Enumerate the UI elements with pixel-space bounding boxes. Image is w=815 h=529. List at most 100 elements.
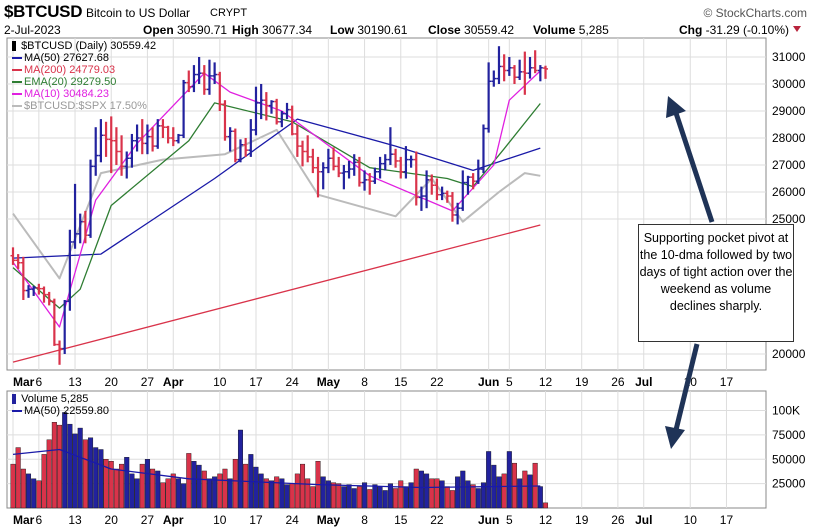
ohlc-bar <box>258 84 264 120</box>
legend-item-volume: Volume 5,285 <box>12 393 109 405</box>
volume-bar <box>31 478 37 509</box>
ohlc-swatch-icon <box>12 41 16 52</box>
x-tick-label: 8 <box>361 375 368 389</box>
x-tick-label: Jun <box>478 513 499 527</box>
volume-bar <box>129 473 135 509</box>
x-tick-label: 27 <box>141 375 155 389</box>
x-tick-label: Jul <box>635 375 652 389</box>
ohlc-bar <box>532 50 538 74</box>
annotation-box: Supporting pocket pivot at the 10-dma fo… <box>638 224 794 342</box>
x-tick-label: Mar <box>13 375 35 389</box>
ohlc-bar <box>113 127 119 165</box>
ohlc-bar <box>382 154 388 171</box>
volume-legend: Volume 5,285 MA(50) 22559.80 <box>12 393 109 417</box>
volume-bar <box>175 478 181 509</box>
volume-bar <box>20 468 26 509</box>
x-tick-label: May <box>317 375 341 389</box>
ohlc-bar <box>424 170 430 209</box>
ohlc-bar <box>165 125 171 144</box>
symbol-description: Bitcoin to US Dollar <box>86 6 191 20</box>
x-tick-label: 10 <box>213 375 227 389</box>
x-tick-label: 19 <box>575 375 589 389</box>
ohlc-bar <box>284 102 290 120</box>
volume-bar <box>113 468 119 509</box>
x-tick-label: 17 <box>720 375 734 389</box>
ohlc-bar <box>77 213 83 244</box>
volume-bar <box>413 468 419 509</box>
ohlc-bar <box>496 46 502 84</box>
ohlc-bar <box>46 291 52 306</box>
volume-bar <box>372 484 378 509</box>
change-down-arrow-icon <box>793 26 801 32</box>
ohlc-bar <box>522 51 528 95</box>
ohlc-bar <box>537 65 543 82</box>
x-tick-label: May <box>317 513 341 527</box>
legend-item-ma200: MA(200) 24779.03 <box>12 64 156 76</box>
ohlc-bar <box>98 119 104 163</box>
volume-bar <box>418 470 424 509</box>
volume-bar <box>170 473 176 509</box>
volume-bar <box>269 480 275 509</box>
x-tick-label: 17 <box>720 513 734 527</box>
volume-bar <box>289 483 295 509</box>
volume-bar <box>253 466 259 509</box>
volume-bar <box>455 476 461 509</box>
ohlc-bar <box>393 148 399 168</box>
x-tick-label: 13 <box>68 375 82 389</box>
ohlc-bar <box>191 65 197 93</box>
x-tick-label: 5 <box>506 513 513 527</box>
ohlc-bar <box>460 170 466 211</box>
ohlc-bar <box>253 86 259 136</box>
ohlc-bar <box>501 54 507 82</box>
ohlc-bar <box>170 127 176 147</box>
y-tick-label: 31000 <box>772 50 806 64</box>
x-tick-label: 13 <box>68 513 82 527</box>
ohlc-bar <box>279 111 285 128</box>
ohlc-bar <box>36 283 42 295</box>
volume-bar <box>517 478 523 509</box>
ohlc-bar <box>237 139 243 163</box>
ohlc-bar <box>325 148 331 174</box>
volume-bar <box>527 474 533 509</box>
exchange-label: CRYPT <box>210 7 248 19</box>
volume-bar <box>181 483 187 509</box>
volume-bar <box>237 429 243 509</box>
x-tick-label: 24 <box>286 375 300 389</box>
volume-bar <box>449 490 455 509</box>
ohlc-bar <box>320 162 326 190</box>
x-tick-label: 26 <box>611 513 625 527</box>
ohlc-bar <box>331 147 337 171</box>
ohlc-bar <box>196 57 202 84</box>
ohlc-bar <box>362 170 368 191</box>
y-tick-label: 26000 <box>772 185 806 199</box>
x-tick-label: 6 <box>36 513 43 527</box>
ohlc-bar <box>232 128 238 163</box>
volume-bar <box>279 478 285 509</box>
volume-bar <box>72 433 78 509</box>
ohlc-bar <box>527 57 533 79</box>
x-tick-label: Apr <box>163 513 184 527</box>
ohlc-bar <box>139 119 145 155</box>
volume-bar <box>124 457 130 509</box>
annotation-arrowhead-icon <box>666 96 686 118</box>
volume-bar <box>98 449 104 509</box>
volume-bar <box>496 476 502 509</box>
volume-bar <box>51 422 57 509</box>
volume-bar <box>325 480 331 509</box>
ohlc-bar <box>62 300 68 354</box>
ohlc-bar <box>408 155 414 168</box>
x-tick-label: 20 <box>105 375 119 389</box>
x-tick-label: Apr <box>163 375 184 389</box>
volume-bar <box>331 482 337 509</box>
volume-bar <box>377 486 383 509</box>
volume-bar <box>191 461 197 509</box>
ohlc-bar <box>543 65 549 79</box>
volume-bar <box>465 480 471 509</box>
volume-bar <box>10 463 16 509</box>
ohlc-bar <box>289 105 295 136</box>
volume-bar <box>300 463 306 509</box>
volume-bar <box>119 463 125 509</box>
volume-bar <box>103 459 109 509</box>
low-readout: Low 30190.61 <box>330 23 408 37</box>
ohlc-bar <box>57 340 63 365</box>
